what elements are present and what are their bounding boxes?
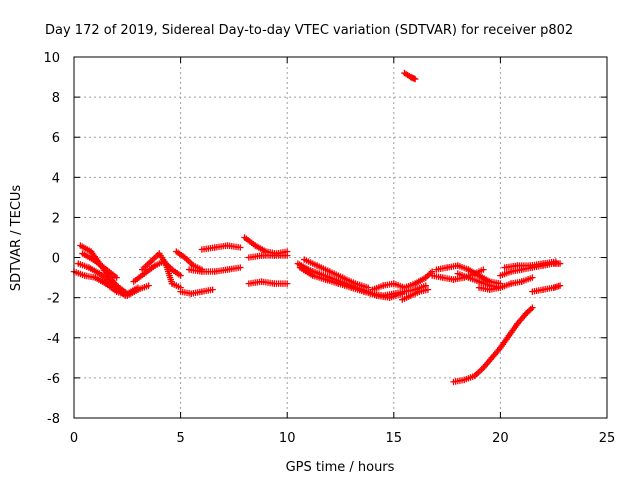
y-tick-label: 8 [52,91,60,106]
x-tick-labels: 0 5 10 15 20 25 [70,431,615,446]
x-tick-label: 5 [176,431,184,446]
y-tick-label: 2 [52,211,60,226]
data-point [556,260,564,267]
data-point [529,274,536,281]
y-tick-label: -8 [47,412,60,427]
x-tick-label: 10 [279,431,296,446]
y-tick-label: -2 [47,292,60,307]
y-tick-label: 6 [52,131,60,146]
data-point [399,290,406,297]
data-point [284,280,291,287]
x-tick-label: 0 [70,431,78,446]
data-point [411,75,419,83]
data-point [424,286,432,293]
data-point [113,274,120,281]
data-point [284,252,291,259]
data-point [365,284,372,291]
data-point [209,286,216,293]
data-points [70,69,564,386]
y-axis-label: SDTVAR / TECUs [9,185,24,292]
y-tick-label: -4 [47,332,60,347]
axis-ticks [73,56,608,419]
data-point [529,304,536,311]
y-tick-labels: -8 -6 -4 -2 0 2 4 6 8 10 [43,51,60,427]
y-tick-label: -6 [47,372,60,387]
x-tick-label: 20 [492,431,509,446]
data-point [237,264,244,271]
y-tick-label: 4 [52,171,60,186]
chart-title: Day 172 of 2019, Sidereal Day-to-day VTE… [45,23,573,38]
y-tick-label: 0 [52,252,60,267]
data-point [177,272,184,279]
data-point [556,282,564,289]
data-point [480,266,487,273]
grid-lines [74,57,607,418]
x-tick-label: 25 [599,431,616,446]
plot-frame [73,56,608,419]
x-axis-label: GPS time / hours [286,460,395,475]
y-tick-label: 10 [43,51,60,66]
x-tick-label: 15 [386,431,403,446]
data-point [552,258,560,265]
data-point [134,284,142,291]
data-point [237,244,244,251]
data-point [121,292,129,299]
data-point [145,282,152,289]
